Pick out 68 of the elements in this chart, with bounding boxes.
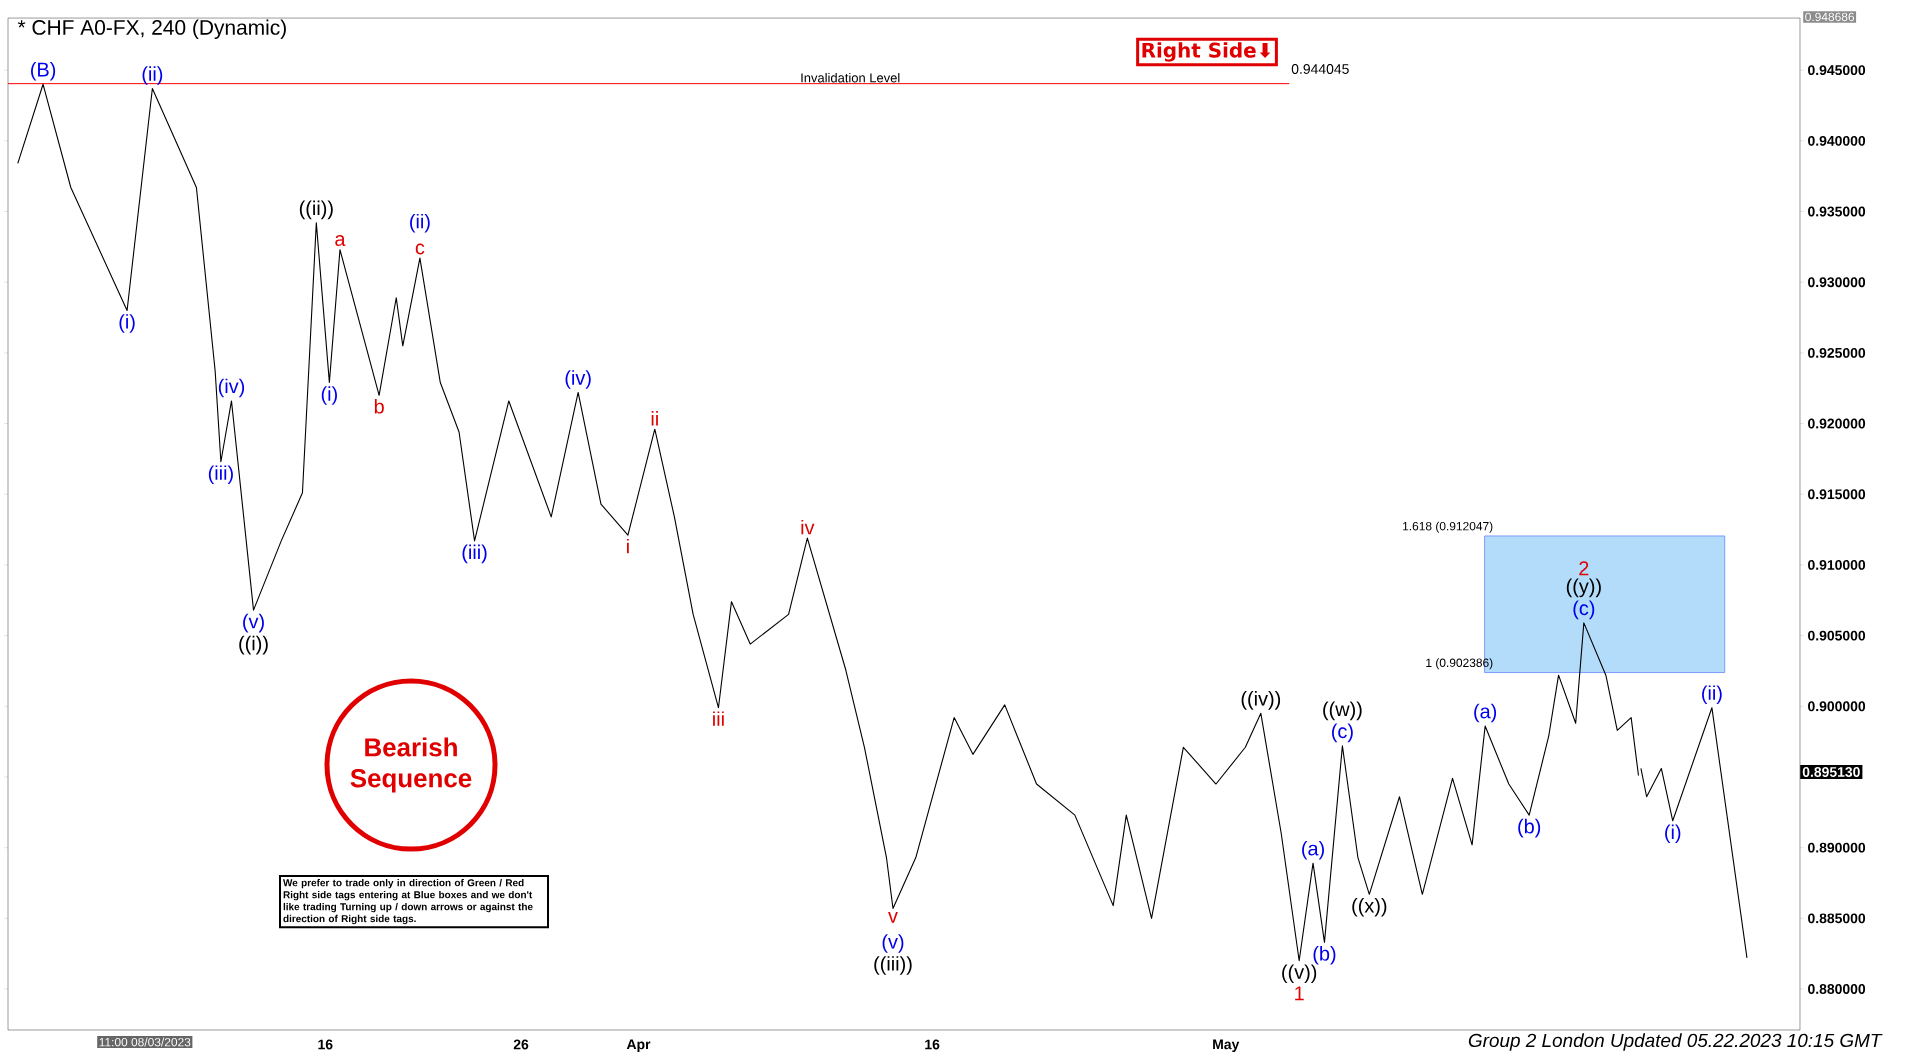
annotation: c — [415, 243, 425, 255]
annotation: (iv) — [565, 370, 591, 389]
annotation: (iv) — [218, 378, 245, 398]
y-tick-label: 0.935000 — [1808, 206, 1866, 217]
annotation: (ii) — [410, 213, 430, 233]
annotation: (ii) — [1702, 685, 1722, 704]
y-tick-label: 0.880000 — [1808, 984, 1866, 994]
y-tick-label: 0.925000 — [1808, 347, 1866, 358]
annotation: (i) — [321, 386, 337, 405]
annotation: (b) — [1313, 946, 1336, 965]
y-tick-label: 0.930000 — [1808, 277, 1866, 288]
annotation: ((iii)) — [874, 956, 912, 975]
x-tick-label: 16 — [318, 1039, 333, 1050]
annotation: ((ii)) — [299, 200, 333, 220]
annotation: 2 — [1579, 561, 1589, 576]
x-tick-label: 26 — [513, 1039, 529, 1050]
line-series — [1640, 707, 1748, 959]
annotation: (c) — [1332, 723, 1353, 743]
annotation: Bearish Sequence — [350, 737, 472, 793]
y-tick-label: 0.885000 — [1808, 913, 1866, 924]
y-tick-label: 0.905000 — [1808, 630, 1866, 641]
annotation: (b) — [1518, 818, 1541, 838]
x-tick-label: May — [1213, 1039, 1240, 1053]
x-tick-label: Apr — [626, 1039, 651, 1053]
annotation: (c) — [1573, 600, 1595, 620]
annotation: iii — [713, 711, 724, 726]
annotation: (a) — [1474, 703, 1497, 723]
annotation: ii — [651, 411, 658, 426]
annotation: (B) — [31, 62, 56, 81]
annotation: b — [374, 398, 384, 414]
annotation: (v) — [243, 613, 264, 633]
x-tick-label: 16 — [925, 1039, 940, 1050]
y-tick-label: 0.890000 — [1808, 842, 1866, 853]
annotation: (i) — [119, 314, 135, 333]
text: 0.948686 — [1805, 12, 1855, 22]
annotation: (i) — [1665, 824, 1681, 844]
annotation: ((y)) — [1566, 578, 1601, 598]
annotation: ((w)) — [1323, 701, 1362, 721]
annotation: (iii) — [208, 465, 233, 484]
annotation: 0.944045 — [1291, 64, 1349, 74]
annotation: (iii) — [462, 544, 487, 564]
y-tick-label: 0.940000 — [1808, 135, 1866, 146]
annotation: i — [627, 538, 629, 554]
annotation: Right Side⬇ — [1142, 42, 1271, 62]
y-tick-label: 0.920000 — [1808, 418, 1866, 429]
annotation: (v) — [882, 934, 904, 953]
annotation: v — [888, 912, 898, 923]
y-tick-label: 0.910000 — [1808, 559, 1866, 570]
annotation: ((x)) — [1352, 897, 1387, 917]
annotation: 1 — [1295, 986, 1304, 1001]
annotation: iv — [801, 519, 815, 535]
annotation: ((i)) — [239, 635, 268, 655]
annotation: We prefer to trade only in direction of Green / Red Right side tags entering at Blue boxes and we don't like trading Turning up / down arrows or against the direction of Right side tags. — [283, 879, 533, 925]
annotation: ((iv)) — [1241, 691, 1281, 710]
text: 11:00 08/03/2023 — [99, 1037, 191, 1047]
annotation: 1.618 (0.912047) — [1403, 521, 1493, 533]
annotation: ((v)) — [1282, 964, 1317, 983]
y-tick-label: 0.915000 — [1808, 489, 1866, 500]
text: 0.895130 — [1802, 767, 1860, 777]
chart-title: * CHF A0-FX, 240 (Dynamic) — [17, 19, 286, 40]
annotation: (a) — [1302, 840, 1324, 860]
annotation: a — [335, 235, 346, 246]
text: Group 2 London Updated 05.22.2023 10:15 GMT — [1468, 1033, 1883, 1051]
annotation: 1 (0.902386) — [1426, 658, 1493, 670]
y-tick-label: 0.945000 — [1808, 65, 1866, 76]
ref-line-label: Invalidation Level — [801, 72, 900, 83]
annotation: (ii) — [142, 66, 163, 85]
y-tick-label: 0.900000 — [1808, 701, 1866, 712]
